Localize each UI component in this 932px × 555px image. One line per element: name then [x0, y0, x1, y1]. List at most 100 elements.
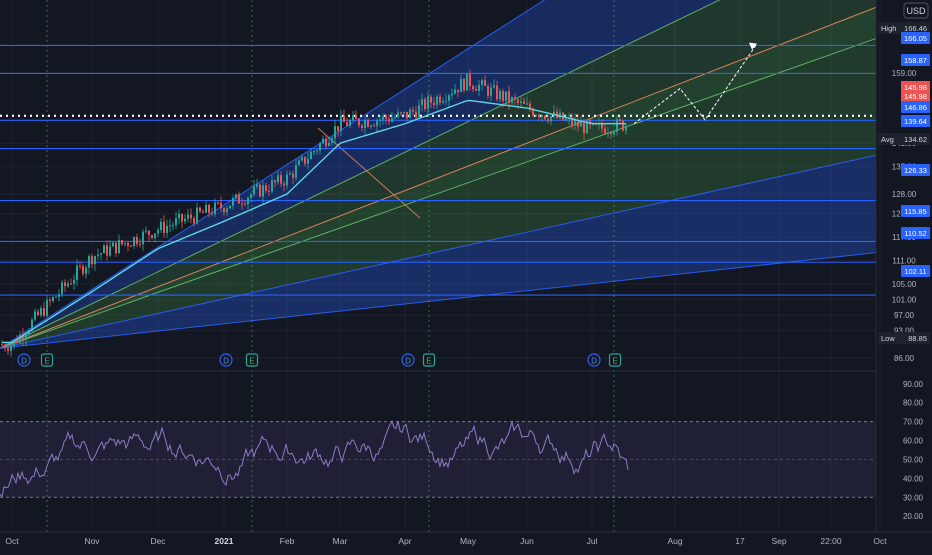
event-marker-e[interactable]: E	[608, 353, 622, 367]
candle-body	[115, 242, 117, 254]
event-letter: D	[21, 357, 27, 366]
candle-body	[181, 214, 183, 222]
candle-body	[82, 265, 84, 274]
candle-body	[406, 112, 408, 119]
candle-body	[52, 296, 54, 301]
candle-body	[511, 97, 513, 103]
candle-body	[190, 214, 192, 219]
fan-ray-5	[0, 252, 876, 349]
candle-body	[490, 87, 492, 96]
candle-body	[25, 334, 27, 340]
price-label-bg	[901, 101, 930, 113]
candle-body	[610, 132, 612, 135]
rsi-tick-label: 20.00	[903, 512, 924, 521]
candle-body	[382, 115, 384, 120]
time-axis[interactable]: Oct Nov Dec 2021 Feb Mar Apr May Jun Jul Aug 17 Sep 2…	[5, 536, 887, 546]
candle-body	[37, 311, 39, 316]
price-label: 126.33	[901, 164, 930, 176]
candle-body	[472, 85, 474, 90]
event-marker-e[interactable]: E	[245, 353, 259, 367]
price-label: 146.86	[901, 101, 930, 113]
candle-body	[313, 151, 315, 153]
rsi-tick-label: 90.00	[903, 380, 924, 389]
candle-body	[367, 120, 369, 127]
candle-body	[31, 319, 33, 331]
price-label-value: 145.98	[904, 83, 927, 92]
candle-body	[496, 85, 498, 100]
currency-label: USD	[906, 6, 926, 16]
price-label: 102.11	[901, 265, 930, 277]
candle-body	[493, 85, 495, 88]
rsi-axis[interactable]: 90.00 80.00 70.00 60.00 50.00 40.00 30.00 20.00	[903, 380, 924, 521]
candle-body	[424, 99, 426, 109]
price-label-bg	[901, 205, 930, 217]
price-tick-label: 111.00	[892, 256, 916, 265]
candle-body	[289, 173, 291, 175]
candle-body	[133, 237, 135, 246]
projection-path	[633, 42, 758, 125]
candle-body	[418, 104, 420, 118]
price-tick-label: 86.00	[894, 354, 915, 363]
candle-body	[145, 230, 147, 232]
candle-body	[169, 225, 171, 227]
event-marker-e[interactable]: E	[422, 353, 436, 367]
price-label-bg	[901, 115, 930, 127]
price-label-prefix: Low	[881, 334, 895, 343]
currency-badge[interactable]: USD	[903, 2, 929, 19]
candle-body	[202, 211, 204, 213]
candle-body	[448, 95, 450, 101]
candle-body	[340, 115, 342, 131]
candle-body	[574, 120, 576, 126]
candle-body	[415, 111, 417, 118]
time-tick-label: Oct	[873, 536, 887, 546]
price-label-value: 115.85	[904, 207, 926, 216]
candle-body	[571, 117, 573, 126]
candle-body	[526, 103, 528, 105]
candle-body	[136, 237, 138, 244]
time-tick-label: Dec	[150, 536, 166, 546]
candle-body	[583, 122, 585, 134]
candle-body	[604, 128, 606, 134]
candle-body	[358, 118, 360, 126]
candle-body	[283, 183, 285, 186]
candle-body	[229, 205, 231, 209]
candle-body	[250, 194, 252, 198]
candle-body	[322, 138, 324, 144]
candle-body	[28, 330, 30, 335]
candle-body	[112, 242, 114, 247]
event-marker-d[interactable]: D	[17, 353, 31, 367]
candle-body	[223, 208, 225, 213]
event-marker-d[interactable]: D	[587, 353, 601, 367]
ma-line	[2, 99, 626, 344]
candle-body	[217, 202, 219, 204]
time-tick-label: Mar	[333, 536, 348, 546]
candle-body	[76, 265, 78, 280]
price-label: 158.87	[901, 54, 930, 66]
candle-body	[166, 225, 168, 233]
candle-body	[400, 112, 402, 114]
rsi-tick-label: 60.00	[903, 437, 924, 446]
candle-body	[142, 231, 144, 245]
event-marker-d[interactable]: D	[219, 353, 233, 367]
candle-body	[103, 245, 105, 254]
candle-body	[88, 256, 90, 268]
fan-ray-4	[0, 154, 876, 349]
candle-body	[214, 202, 216, 215]
candle-body	[463, 78, 465, 91]
event-marker-d[interactable]: D	[401, 353, 415, 367]
rsi-tick-label: 40.00	[903, 474, 924, 483]
candle-body	[265, 185, 267, 191]
candle-body	[520, 101, 522, 103]
price-label-prefix: Avg	[881, 135, 894, 144]
candle-body	[172, 225, 174, 227]
rsi-tick-label: 70.00	[903, 418, 924, 427]
candle-body	[13, 339, 15, 346]
candle-body	[187, 214, 189, 219]
time-tick-label: May	[460, 536, 477, 546]
event-marker-e[interactable]: E	[40, 353, 54, 367]
price-label: 115.85	[901, 205, 930, 217]
price-label: Avg 134.62	[878, 133, 930, 145]
